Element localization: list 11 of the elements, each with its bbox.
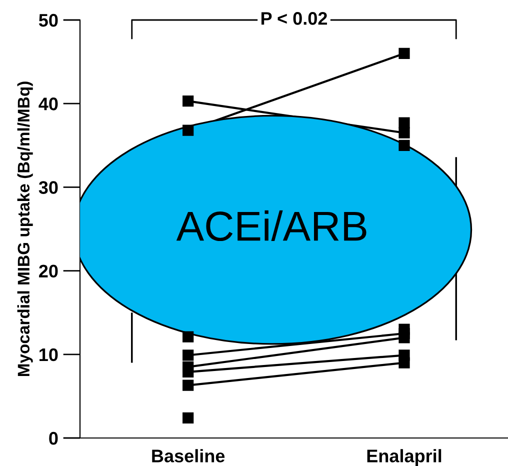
- annotation: P < 0.02: [261, 12, 327, 25]
- y-tick-label: 10: [40, 348, 58, 362]
- y-tick-label: 40: [38, 98, 58, 110]
- y-tick-label: 0: [49, 432, 58, 445]
- x-tick-label: Baseline: [152, 449, 225, 462]
- x-tick-label: Enalapril: [367, 449, 442, 466]
- annotation: ACEi/ARB: [176, 210, 366, 242]
- y-tick-label: 50: [38, 14, 58, 27]
- y-tick-label: 20: [39, 264, 58, 278]
- y-axis-title: Myocardial MIBG uptake (Bq/ml/MBq): [17, 82, 33, 376]
- y-tick-label: 30: [38, 181, 58, 194]
